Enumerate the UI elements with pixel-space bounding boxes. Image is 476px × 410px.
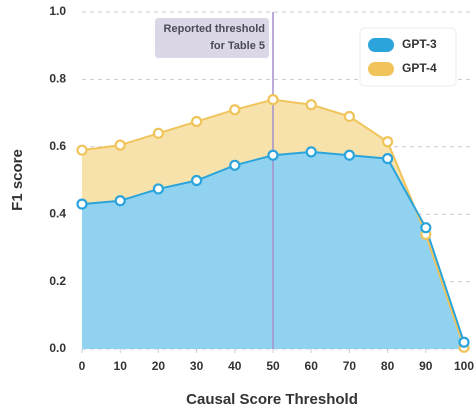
- marker: [114, 195, 126, 207]
- x-tick-label: 100: [454, 359, 474, 373]
- legend-swatch: [368, 38, 394, 52]
- marker: [114, 139, 126, 151]
- marker: [152, 183, 164, 195]
- legend-swatch: [368, 62, 394, 76]
- marker: [267, 94, 279, 106]
- marker: [76, 144, 88, 156]
- legend-label: GPT-3: [402, 37, 437, 51]
- x-tick-label: 90: [419, 359, 433, 373]
- x-tick-label: 50: [266, 359, 280, 373]
- legend-label: GPT-4: [402, 61, 437, 75]
- x-tick-label: 60: [305, 359, 319, 373]
- marker: [229, 159, 241, 171]
- x-tick-label: 30: [190, 359, 204, 373]
- marker: [305, 146, 317, 158]
- marker: [382, 152, 394, 165]
- marker: [152, 127, 164, 139]
- annotation-text: for Table 5: [210, 40, 265, 52]
- x-tick-label: 80: [381, 359, 395, 373]
- marker: [458, 336, 470, 348]
- x-tick-label: 70: [343, 359, 357, 373]
- marker: [420, 222, 432, 234]
- y-tick-label: 0.4: [49, 206, 66, 220]
- marker: [305, 99, 317, 111]
- x-axis-title: Causal Score Threshold: [186, 391, 358, 408]
- y-axis-title: F1 score: [9, 149, 26, 211]
- annotation-box: [155, 18, 269, 58]
- marker: [229, 104, 241, 116]
- marker: [382, 136, 394, 148]
- marker: [343, 149, 355, 161]
- y-tick-label: 0.6: [49, 139, 66, 153]
- x-tick-label: 0: [79, 359, 86, 373]
- marker: [191, 115, 203, 128]
- annotation-text: Reported threshold: [164, 23, 265, 35]
- x-tick-label: 10: [114, 359, 128, 373]
- x-tick-label: 20: [152, 359, 166, 373]
- y-tick-label: 1.0: [49, 4, 66, 18]
- x-tick-label: 40: [228, 359, 242, 373]
- y-tick-label: 0.8: [49, 72, 66, 86]
- marker: [76, 198, 88, 210]
- y-tick-label: 0.2: [49, 274, 66, 288]
- y-tick-label: 0.0: [49, 341, 66, 355]
- marker: [267, 149, 279, 161]
- marker: [343, 110, 355, 123]
- marker: [191, 174, 203, 187]
